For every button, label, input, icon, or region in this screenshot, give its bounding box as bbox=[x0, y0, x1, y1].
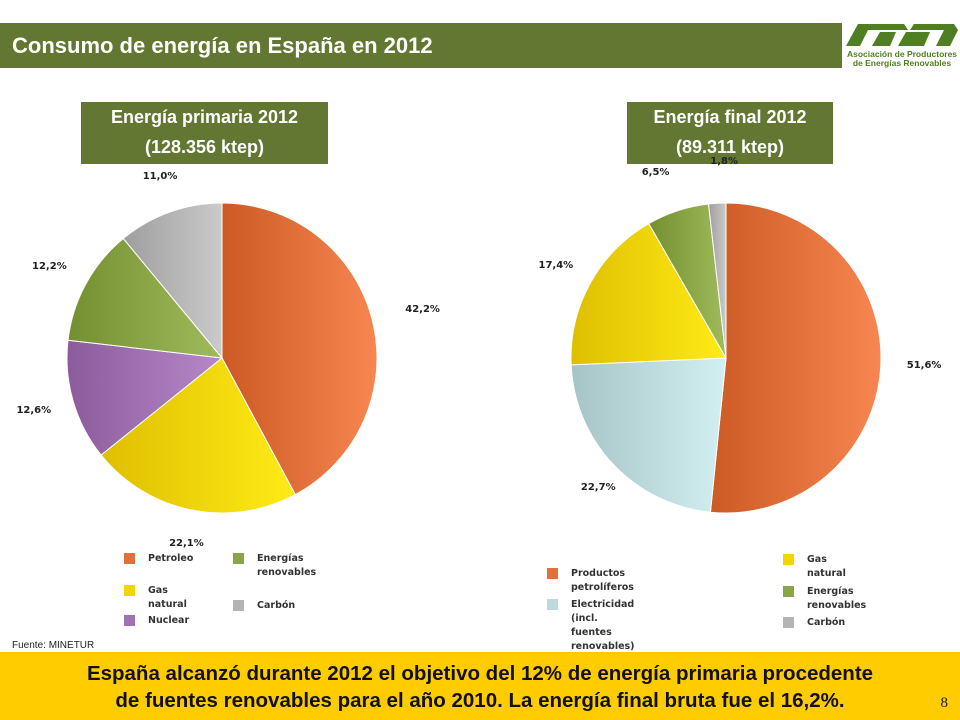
source-note: Fuente: MINETUR bbox=[12, 640, 95, 651]
footer-message: España alcanzó durante 2012 el objetivo … bbox=[0, 660, 960, 714]
legend-swatch bbox=[783, 586, 794, 597]
legend-swatch bbox=[124, 585, 135, 596]
slice-label-nuclear: 12,6% bbox=[16, 404, 52, 416]
final-energy-title: Energía final 2012 bbox=[653, 107, 807, 127]
pie-slice-energias-renovables bbox=[67, 237, 224, 359]
footer-line2: de fuentes renovables para el año 2010. … bbox=[115, 689, 845, 712]
page-number: 8 bbox=[940, 695, 949, 711]
final-energy-total: (89.311 ktep) bbox=[675, 137, 785, 157]
primary-energy-total: (128.356 ktep) bbox=[144, 137, 265, 157]
appa-logo-mark bbox=[846, 24, 958, 46]
legend-label: Carbón bbox=[807, 617, 846, 628]
legend-swatch bbox=[124, 615, 135, 626]
pie-slice-petroleo bbox=[221, 202, 378, 496]
legend-swatch bbox=[547, 568, 558, 579]
slice-label-carbon: 11,0% bbox=[142, 171, 178, 183]
legend-swatch bbox=[783, 554, 794, 565]
legend-label: Electricidad (incl. fuentes renovables) bbox=[571, 599, 635, 652]
slice-label-energias-renovables: 6,5% bbox=[641, 167, 670, 179]
slice-label-productos-petroliferos: 51,6% bbox=[906, 359, 942, 371]
slice-label-gas-natural: 22,1% bbox=[169, 538, 204, 550]
primary-energy-title: Energía primaria 2012 bbox=[110, 107, 299, 127]
primary-energy-header: Energía primaria 2012 (128.356 ktep) bbox=[81, 102, 328, 164]
logo-text-line1: Asociación de Productores bbox=[846, 49, 958, 59]
final-energy-header: Energía final 2012 (89.311 ktep) bbox=[627, 102, 833, 164]
primary-energy-pie bbox=[66, 202, 378, 514]
legend-swatch bbox=[124, 553, 135, 564]
pie-slice-carbon bbox=[122, 202, 223, 360]
legend-label: Petroleo bbox=[148, 553, 194, 564]
footer-banner: España alcanzó durante 2012 el objetivo … bbox=[0, 652, 960, 720]
legend-label: Gas natural bbox=[807, 554, 846, 579]
legend-swatch bbox=[233, 553, 244, 564]
legend-label: Energías renovables bbox=[807, 586, 867, 611]
slice-label-petroleo: 42,2% bbox=[405, 303, 440, 315]
title-bar: Consumo de energía en España en 2012 bbox=[0, 23, 842, 68]
final-energy-pie bbox=[570, 202, 882, 514]
legend-swatch bbox=[547, 599, 558, 610]
slice-label-electricidad-incl-fuentes-renovables: 22,7% bbox=[580, 482, 616, 494]
pie-slice-carbon bbox=[707, 202, 727, 359]
slice-label-energias-renovables: 12,2% bbox=[32, 261, 67, 273]
legend-label: Productos petrolíferos bbox=[571, 568, 634, 593]
pie-slice-gas-natural bbox=[570, 222, 727, 366]
pie-slice-electricidad-incl-fuentes-renovables bbox=[570, 357, 727, 513]
legend-label: Energías renovables bbox=[257, 553, 317, 578]
logo-text-line2: de Energías Renovables bbox=[852, 58, 952, 68]
pie-slice-gas-natural bbox=[100, 357, 296, 514]
legend-swatch bbox=[233, 600, 244, 611]
legend-swatch bbox=[783, 617, 794, 628]
pie-slice-nuclear bbox=[66, 339, 224, 456]
slice-label-gas-natural: 17,4% bbox=[538, 260, 574, 272]
legend-label: Gas natural bbox=[148, 585, 187, 610]
pie-slice-productos-petroliferos bbox=[709, 202, 882, 514]
appa-logo: Asociación de Productores de Energías Re… bbox=[846, 22, 958, 72]
page-title: Consumo de energía en España en 2012 bbox=[12, 33, 433, 58]
footer-line1: España alcanzó durante 2012 el objetivo … bbox=[86, 662, 874, 685]
slice-label-carbon: 1,8% bbox=[710, 156, 738, 168]
legend-label: Carbón bbox=[257, 600, 296, 611]
legend-label: Nuclear bbox=[148, 615, 190, 626]
